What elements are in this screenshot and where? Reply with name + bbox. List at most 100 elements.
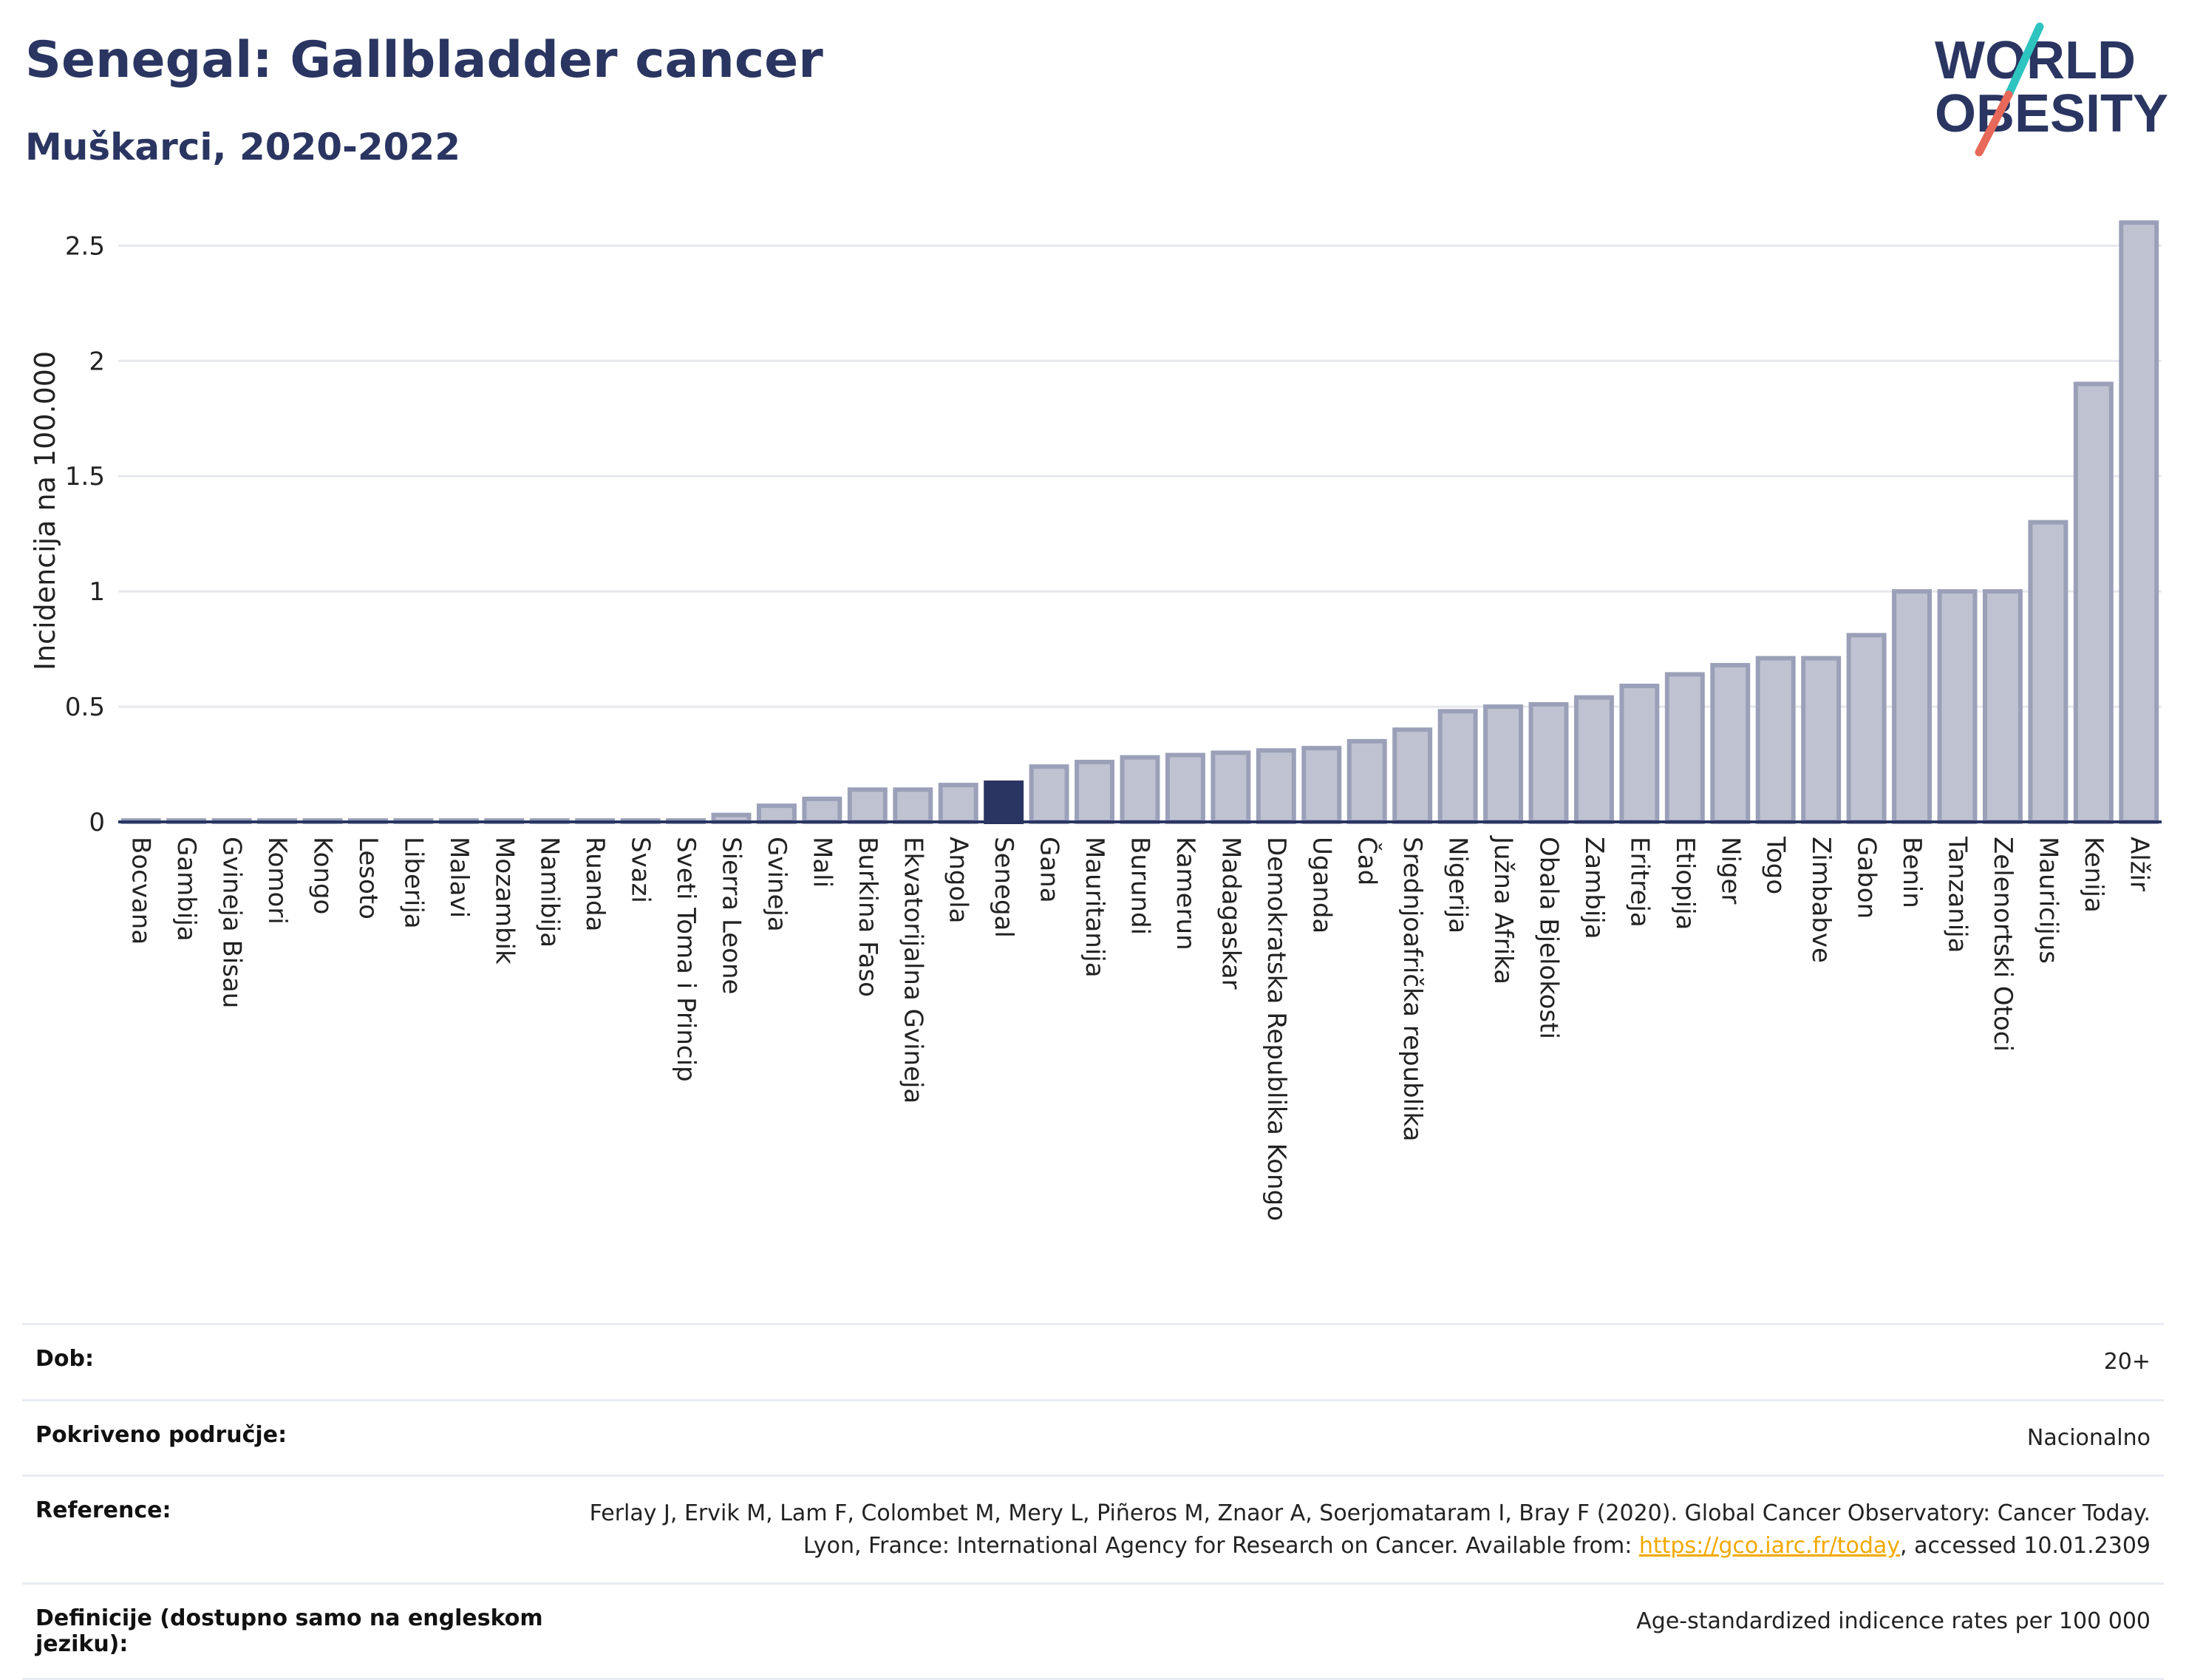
bar bbox=[1301, 746, 1342, 824]
x-tick-label: Gambija bbox=[171, 837, 201, 942]
x-tick-label: Mali bbox=[807, 837, 837, 888]
x-tick-label: Bocvana bbox=[126, 837, 156, 945]
y-tick-label: 2 bbox=[89, 347, 105, 376]
x-tick-label: Ruanda bbox=[580, 837, 610, 931]
reference-text: Ferlay J, Ervik M, Lam F, Colombet M, Me… bbox=[589, 1500, 2151, 1559]
bar bbox=[1755, 656, 1796, 825]
bar bbox=[1937, 589, 1978, 824]
x-tick-label: Sveti Toma i Princip bbox=[671, 837, 701, 1082]
x-tick-label: Burundi bbox=[1126, 837, 1155, 935]
coverage-value: Nacionalno bbox=[2026, 1424, 2151, 1451]
bar bbox=[984, 780, 1024, 825]
x-tick-label: Zelenortski Otoci bbox=[1988, 837, 2018, 1052]
x-tick-label: Liberija bbox=[398, 837, 428, 929]
bar bbox=[756, 803, 797, 825]
definitions-value: Age-standardized indicence rates per 100… bbox=[1636, 1608, 2151, 1634]
x-tick-label: Benin bbox=[1897, 837, 1927, 908]
bar bbox=[1437, 709, 1478, 824]
y-axis-title: Incidencija na 100.000 bbox=[29, 351, 61, 670]
bar bbox=[1211, 750, 1251, 825]
bar bbox=[1075, 759, 1115, 825]
x-tick-label: Niger bbox=[1715, 837, 1745, 904]
bar bbox=[1346, 738, 1387, 825]
x-tick-label: Gvineja Bisau bbox=[217, 837, 247, 1008]
x-tick-label: Nigerija bbox=[1443, 837, 1473, 933]
x-tick-label: Namibija bbox=[535, 837, 565, 948]
x-tick-label: Zimbabve bbox=[1806, 837, 1836, 963]
x-tick-label: Zambija bbox=[1579, 837, 1609, 939]
x-tick-label: Gabon bbox=[1852, 837, 1882, 919]
bar bbox=[1120, 755, 1160, 825]
definitions-label: Definicije (dostupno samo na engleskom j… bbox=[35, 1605, 543, 1657]
bar bbox=[1256, 748, 1296, 824]
logo-slash-teal bbox=[2004, 22, 2044, 99]
x-tick-label: Alžir bbox=[2124, 837, 2153, 891]
reference-link[interactable]: https://gco.iarc.fr/today bbox=[1638, 1532, 1901, 1559]
x-tick-label: Etiopija bbox=[1670, 837, 1700, 930]
coverage-label: Pokriveno područje: bbox=[35, 1421, 287, 1448]
bar bbox=[1664, 672, 1705, 824]
bar bbox=[1710, 662, 1751, 824]
bar bbox=[802, 796, 842, 825]
reference-value: Ferlay J, Ervik M, Lam F, Colombet M, Me… bbox=[562, 1497, 2151, 1562]
bar bbox=[1483, 704, 1524, 825]
bar-chart: 0 0.5 1 1.5 2 2.5 Incidencija na 100.000 Bocvan… bbox=[29, 220, 2162, 1221]
x-tick-label: Komori bbox=[262, 837, 292, 925]
x-tick-label: Malavi bbox=[444, 837, 474, 918]
x-tick-label: Eritreja bbox=[1624, 837, 1654, 928]
bar bbox=[1165, 752, 1205, 825]
x-tick-label: Angola bbox=[944, 837, 973, 923]
bar bbox=[893, 787, 933, 824]
x-tick-label: Kamerun bbox=[1171, 837, 1200, 950]
bar bbox=[938, 783, 978, 825]
y-tick-label: 0 bbox=[89, 808, 105, 837]
info-row-reference: Reference: Ferlay J, Ervik M, Lam F, Col… bbox=[22, 1475, 2164, 1582]
bar bbox=[1801, 656, 1842, 825]
page-title: Senegal: Gallbladder cancer bbox=[25, 31, 823, 89]
bar bbox=[1846, 633, 1887, 825]
x-tick-label: Kongo bbox=[308, 837, 338, 914]
info-row-coverage: Pokriveno područje: Nacionalno bbox=[22, 1398, 2164, 1475]
x-tick-label: Ekvatorijalna Gvineja bbox=[898, 837, 927, 1103]
age-label: Dob: bbox=[35, 1346, 94, 1372]
x-tick-label: Uganda bbox=[1307, 837, 1336, 933]
bar bbox=[2028, 520, 2068, 824]
x-tick-label: Sierra Leone bbox=[717, 837, 746, 994]
bar bbox=[1029, 764, 1069, 824]
world-obesity-logo: WORLD OBESITY bbox=[1935, 22, 2168, 157]
x-tick-label: Demokratska Republika Kongo bbox=[1261, 837, 1291, 1221]
bar bbox=[1392, 727, 1433, 825]
x-tick-label: Lesoto bbox=[353, 837, 383, 919]
x-tick-label: Burkina Faso bbox=[853, 837, 882, 997]
bar bbox=[847, 787, 888, 824]
x-tick-label: Togo bbox=[1761, 836, 1791, 894]
x-tick-label: Kenija bbox=[2079, 837, 2108, 913]
bar bbox=[2119, 220, 2159, 824]
x-tick-label: Senegal bbox=[989, 837, 1018, 938]
bar bbox=[1982, 589, 2023, 824]
info-table: Dob: 20+ Pokriveno područje: Nacionalno … bbox=[22, 1323, 2164, 1680]
reference-label: Reference: bbox=[35, 1497, 171, 1523]
x-tick-label: Mozambik bbox=[489, 837, 519, 965]
x-tick-label: Čad bbox=[1352, 837, 1383, 885]
y-tick-label: 1 bbox=[89, 577, 105, 607]
y-tick-label: 2.5 bbox=[65, 231, 105, 261]
info-row-definitions: Definicije (dostupno samo na engleskom j… bbox=[22, 1582, 2164, 1680]
x-tick-label: Mauritanija bbox=[1080, 837, 1109, 978]
page-subtitle: Muškarci, 2020-2022 bbox=[25, 126, 461, 169]
logo-line2: OBESITY bbox=[1935, 84, 2168, 143]
reference-accessed: , accessed 10.01.2309 bbox=[1900, 1532, 2151, 1559]
y-tick-label: 1.5 bbox=[65, 462, 105, 492]
x-tick-label: Južna Afrika bbox=[1488, 835, 1518, 984]
bar bbox=[1619, 684, 1660, 824]
x-tick-label: Gana bbox=[1035, 837, 1064, 903]
bar bbox=[1892, 589, 1933, 824]
x-tick-label: Svazi bbox=[626, 837, 656, 903]
x-tick-label: Madagaskar bbox=[1216, 837, 1245, 990]
x-tick-label: Gvineja bbox=[762, 837, 791, 932]
bar bbox=[1573, 695, 1614, 824]
logo-slash-red bbox=[1975, 90, 2013, 157]
x-tick-label: Mauricijus bbox=[2033, 837, 2063, 964]
bar bbox=[2073, 381, 2114, 824]
x-tick-label: Srednjoafrička republika bbox=[1397, 837, 1427, 1141]
